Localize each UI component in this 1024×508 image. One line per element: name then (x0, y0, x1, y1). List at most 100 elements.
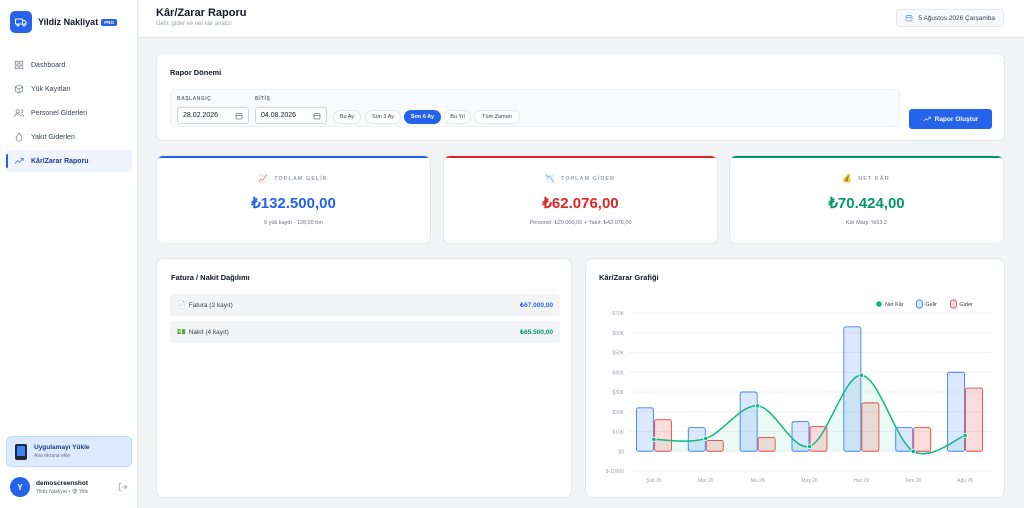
sidebar-item-label: Kâr/Zarar Raporu (31, 157, 89, 165)
stat-label: 📉 TOPLAM GİDER (444, 174, 717, 183)
sidebar-item-fuel[interactable]: Yakıt Giderleri (6, 126, 132, 148)
y-tick-label: $70K (612, 311, 624, 317)
x-tick-label: May 26 (801, 478, 818, 484)
sidebar-item-dashboard[interactable]: Dashboard (6, 54, 132, 76)
report-period-title: Rapor Dönemi (170, 68, 222, 77)
bar-gider (653, 419, 672, 452)
user-profile: Y demoscreenshot Yildiz Nakliyat • 🛡️ Yi… (10, 477, 128, 497)
sidebar-item-label: Yük Kayıtları (31, 85, 71, 93)
x-tick-label: Tem 26 (905, 478, 922, 484)
y-tick-label: $40K (612, 370, 624, 376)
cash-icon: 💵 (177, 329, 186, 336)
list-item: 💵 Nakit (4 kayıt) ₺65.500,00 (170, 321, 560, 343)
legend-swatch (949, 299, 957, 309)
invoice-cash-distribution-card: Fatura / Nakit Dağılımı 📄 Fatura (2 kayı… (156, 258, 572, 498)
start-date-label: BAŞLANGIÇ (177, 96, 212, 102)
legend-label: Net Kâr (885, 302, 904, 308)
sidebar-item-label: Yakıt Giderleri (31, 133, 75, 141)
profit-margin: Kâr Marjı: %53.2 (846, 220, 887, 226)
calendar-icon (313, 113, 321, 120)
avatar[interactable]: Y (10, 477, 30, 497)
truck-icon (10, 11, 32, 33)
chart-down-icon: 📉 (544, 174, 556, 183)
invoice-label: Fatura (2 kayıt) (188, 301, 233, 309)
sidebar-item-personnel[interactable]: Personel Giderleri (6, 102, 132, 124)
current-date-text: 5 Ağustos 2026 Çarşamba (918, 14, 995, 22)
install-app-button[interactable]: Uygulamayı Yükle Ana ekrana ekle (6, 436, 132, 467)
y-tick-label: $10K (612, 430, 624, 436)
generate-report-button[interactable]: Rapor Oluştur (909, 109, 992, 129)
page-header: Kâr/Zarar Raporu Gelir, gider ve net kâr… (139, 0, 1024, 38)
preset-this-month[interactable]: Bu Ay (333, 110, 361, 124)
stat-label: 📈 TOPLAM GELİR (157, 174, 430, 183)
y-tick-label: $20K (612, 410, 624, 416)
sidebar-nav: Dashboard Yük Kayıtları Personel Giderle… (6, 54, 132, 174)
generate-report-label: Rapor Oluştur (934, 115, 979, 123)
y-tick-label: $60K (612, 331, 624, 337)
logout-icon[interactable] (118, 482, 128, 492)
distribution-title: Fatura / Nakit Dağılımı (171, 273, 250, 282)
x-tick-label: Haz 26 (853, 478, 869, 484)
pro-badge: PRO (101, 18, 117, 26)
accent-bar (730, 156, 1003, 158)
start-date-input[interactable]: 28.02.2026 (177, 107, 249, 124)
brand-name: Yildiz Nakliyat (38, 17, 99, 27)
y-tick-label: $-10000 (606, 469, 625, 475)
net-point (703, 435, 709, 442)
brand[interactable]: Yildiz Nakliyat PRO (10, 11, 117, 33)
net-profit-label: NET KÂR (858, 175, 890, 182)
preset-last-6-months[interactable]: Son 6 Ay (404, 110, 441, 124)
drop-icon (15, 132, 23, 142)
stat-label: 💰 NET KÂR (730, 174, 1003, 183)
calendar-icon (906, 15, 913, 22)
total-expense-value: ₺62.076,00 (542, 195, 619, 212)
period-controls: BAŞLANGIÇ 28.02.2026 BİTİŞ 04.08.2026 Bu… (170, 89, 900, 127)
invoice-amount: ₺67.000,00 (519, 302, 553, 309)
install-subtitle: Ana ekrana ekle (34, 453, 71, 459)
current-date: 5 Ağustos 2026 Çarşamba (896, 9, 1004, 27)
preset-last-3-months[interactable]: Son 3 Ay (365, 110, 401, 124)
chart-title: Kâr/Zarar Grafiği (599, 273, 659, 282)
net-profit-card: 💰 NET KÂR ₺70.424,00 Kâr Marjı: %53.2 (729, 155, 1004, 244)
end-date-input[interactable]: 04.08.2026 (255, 107, 327, 124)
legend-label: Gider (959, 302, 973, 308)
users-icon (14, 109, 24, 117)
page-title: Kâr/Zarar Raporu (156, 7, 247, 19)
net-point (962, 432, 968, 439)
total-expense-label: TOPLAM GİDER (560, 175, 616, 182)
end-date-value: 04.08.2026 (261, 112, 297, 119)
net-point (910, 448, 916, 454)
end-date-label: BİTİŞ (255, 96, 271, 102)
bar-gider (965, 387, 984, 452)
user-company: Yildiz Nakliyat • 🛡️ Yilik (36, 488, 88, 495)
calendar-icon (235, 113, 243, 120)
bar-gider (913, 427, 932, 452)
sidebar-item-label: Personel Giderleri (31, 109, 88, 117)
sidebar-item-loads[interactable]: Yük Kayıtları (6, 78, 132, 100)
cash-label: Nakit (4 kayıt) (188, 328, 229, 336)
user-name: demoscreenshot (36, 479, 89, 487)
legend-swatch (876, 301, 882, 307)
total-expense-card: 📉 TOPLAM GİDER ₺62.076,00 Personel: ₺20.… (443, 155, 718, 244)
profit-loss-chart-card: Kâr/Zarar Grafiği $-10000 $0 $10K $20K $30K $… (585, 258, 1005, 498)
bar-gelir (947, 371, 966, 452)
report-period-card: Rapor Dönemi BAŞLANGIÇ 28.02.2026 BİTİŞ … (156, 53, 1005, 141)
bar-gider (861, 402, 880, 452)
accent-bar (157, 156, 430, 158)
profit-loss-chart: $-10000 $0 $10K $20K $30K $40K $50K $60K $70K Şub… (606, 299, 991, 484)
preset-all-time[interactable]: Tüm Zaman (474, 110, 520, 124)
page-subtitle: Gelir, gider ve net kâr analizi (156, 21, 232, 27)
phone-icon (15, 443, 27, 460)
total-income-card: 📈 TOPLAM GELİR ₺132.500,00 6 yük kaydı ·… (156, 155, 431, 244)
install-title: Uygulamayı Yükle (34, 444, 90, 451)
net-profit-value: ₺70.424,00 (828, 195, 905, 212)
trend-icon (14, 158, 24, 164)
grid-icon (14, 60, 24, 70)
bar-gelir (843, 326, 862, 452)
start-date-value: 28.02.2026 (183, 112, 219, 119)
chart-up-icon: 📈 (258, 174, 270, 183)
sidebar: Yildiz Nakliyat PRO Dashboard Yük Kayıtl… (0, 0, 138, 508)
invoice-icon: 📄 (177, 302, 186, 309)
sidebar-item-profit-report[interactable]: Kâr/Zarar Raporu (6, 150, 132, 172)
preset-this-year[interactable]: Bu Yıl (444, 110, 471, 124)
